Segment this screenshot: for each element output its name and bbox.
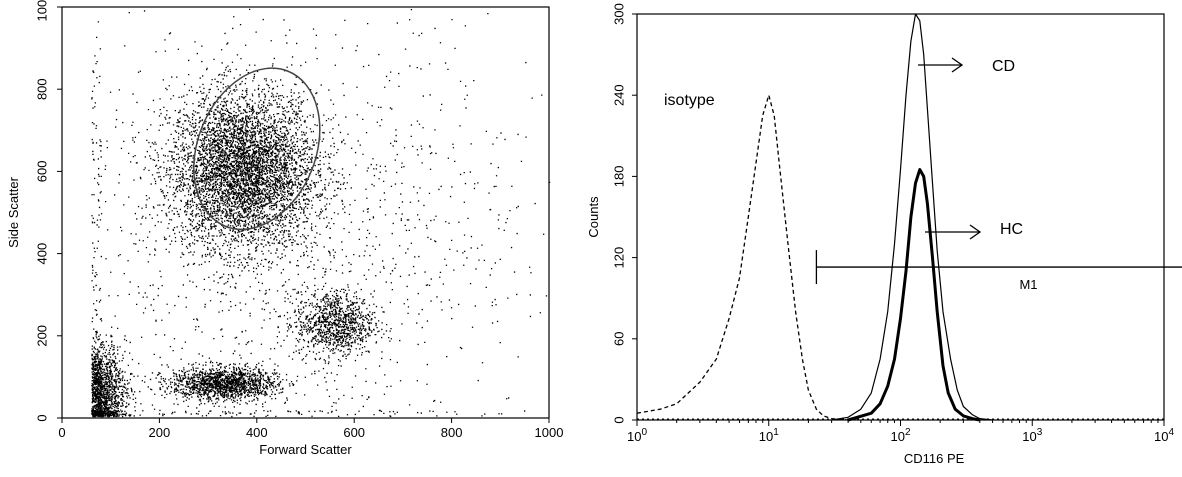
cd-arrow-head-icon (951, 57, 964, 73)
series-cd-line (831, 13, 993, 421)
scatter-y-tick-label: 600 (35, 161, 50, 183)
histogram-y-tick-label: 300 (612, 3, 627, 25)
histogram-annotations: isotype CD HC (664, 57, 1023, 240)
scatter-x-ticks: 0 200 400 600 800 1000 (58, 418, 563, 440)
histogram-x-tick-label: 100 (627, 427, 647, 444)
scatter-x-tick-label: 200 (149, 425, 171, 440)
histogram-x-axis-title: CD116 PE (904, 451, 965, 466)
histogram-y-tick-label: 180 (612, 166, 627, 188)
scatter-y-tick-label: 400 (35, 243, 50, 265)
histogram-y-tick-label: 60 (612, 332, 627, 346)
scatter-y-axis-title: Side Scatter (6, 176, 21, 247)
histogram-chart: M1 100 101 102 103 104 0 60 120 180 240 300 CD116… (586, 3, 1182, 466)
scatter-x-tick-label: 600 (343, 425, 365, 440)
scatter-y-ticks: 0 200 400 600 800 1000 (35, 0, 62, 422)
histogram-y-tick-label: 120 (612, 247, 627, 269)
series-hc-line (847, 168, 981, 422)
gate-ellipse (193, 67, 321, 231)
histogram-y-ticks: 0 60 120 180 240 300 (612, 3, 637, 424)
histogram-y-tick-label: 240 (612, 84, 627, 106)
isotype-label: isotype (664, 92, 715, 109)
scatter-y-tick-label: 1000 (35, 0, 50, 21)
histogram-x-ticks: 100 101 102 103 104 (627, 420, 1174, 444)
scatter-x-tick-label: 0 (58, 425, 65, 440)
scatter-chart: 0 200 400 600 800 1000 0 200 400 600 800 1000 Forw… (6, 0, 563, 457)
scatter-y-tick-label: 0 (35, 414, 50, 421)
histogram-x-tick-label: 103 (1022, 427, 1042, 444)
scatter-points (91, 8, 551, 418)
m1-marker-label: M1 (1019, 277, 1037, 292)
histogram-x-tick-label: 101 (759, 427, 779, 444)
scatter-y-tick-label: 200 (35, 325, 50, 347)
scatter-plot-frame (61, 6, 550, 419)
scatter-x-axis-title: Forward Scatter (259, 442, 352, 457)
hc-arrow-head-icon (969, 224, 982, 240)
histogram-y-tick-label: 0 (612, 416, 627, 423)
histogram-x-tick-label: 104 (1154, 427, 1174, 444)
scatter-y-tick-label: 800 (35, 78, 50, 100)
scatter-dot-cloud (91, 8, 551, 418)
histogram-y-axis-title: Counts (586, 196, 601, 238)
histogram-series (636, 13, 1164, 422)
scatter-x-tick-label: 1000 (535, 425, 564, 440)
m1-marker: M1 (815, 250, 1182, 292)
cd-label: CD (992, 58, 1015, 75)
hc-label: HC (1000, 221, 1023, 238)
scatter-x-tick-label: 800 (441, 425, 463, 440)
histogram-x-tick-label: 102 (890, 427, 910, 444)
scatter-x-tick-label: 400 (246, 425, 268, 440)
series-isotype-line (636, 94, 849, 421)
